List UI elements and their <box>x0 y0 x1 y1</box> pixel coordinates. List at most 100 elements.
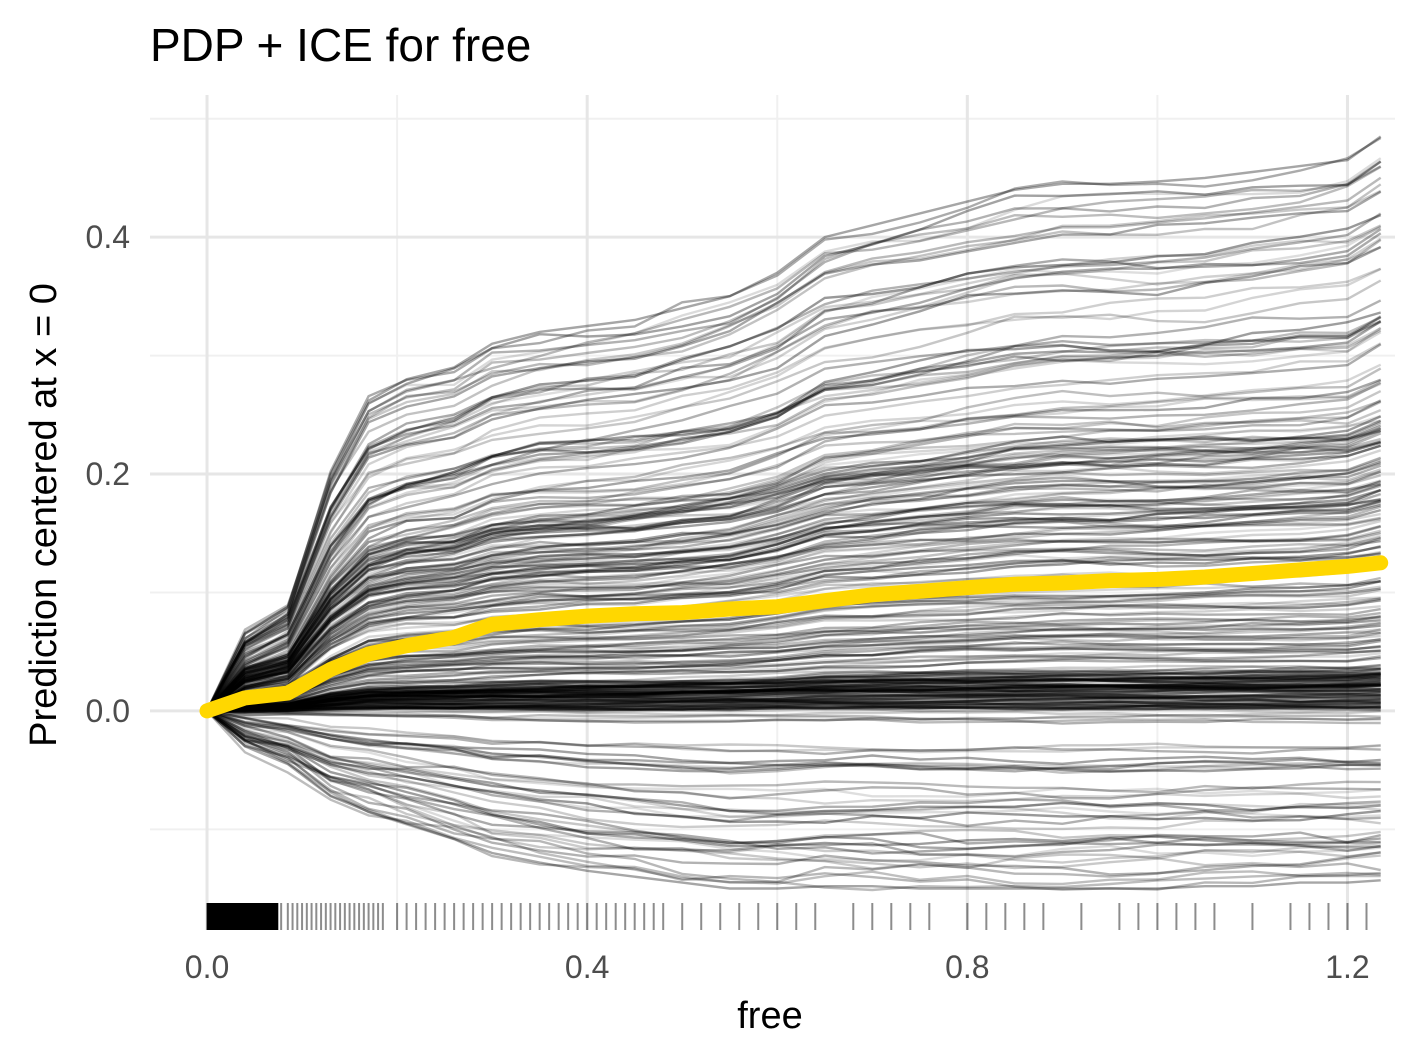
ice-curve <box>206 484 1382 712</box>
ice-curve <box>206 679 1381 713</box>
ice-curve <box>206 672 1381 713</box>
ice-curve <box>206 709 1381 858</box>
ice-curve <box>206 703 1381 713</box>
x-axis-title: free <box>737 995 802 1037</box>
ice-curve <box>206 675 1381 713</box>
ice-curve <box>206 663 1381 713</box>
ice-curve <box>206 682 1381 713</box>
ice-curve <box>206 709 1381 845</box>
ice-curve <box>206 691 1381 713</box>
ice-curve <box>206 667 1381 713</box>
ice-curve <box>206 479 1382 712</box>
ice-curve <box>206 449 1382 712</box>
ice-curve <box>206 616 1381 713</box>
ice-curve <box>206 424 1382 712</box>
ice-curve <box>206 703 1381 714</box>
ice-curve <box>206 536 1381 712</box>
ice-curve <box>206 680 1381 713</box>
ice-curve <box>206 682 1381 713</box>
ice-curve <box>206 690 1381 713</box>
ice-curve <box>205 212 1382 712</box>
ice-curve <box>206 703 1381 713</box>
ice-curve <box>206 710 1381 850</box>
ice-curve <box>206 704 1381 714</box>
ice-curve <box>206 327 1382 712</box>
ice-curve <box>206 498 1381 712</box>
ice-curve <box>206 709 1381 825</box>
ice-curve <box>206 696 1381 713</box>
ice-curve <box>206 631 1381 713</box>
ice-curve <box>206 682 1381 713</box>
ice-curve <box>206 709 1381 725</box>
ice-curve <box>206 427 1382 712</box>
ice-curve <box>206 518 1381 712</box>
ice-curve <box>206 637 1381 713</box>
ice-curve <box>206 502 1382 712</box>
ice-curve-extreme <box>206 710 1381 890</box>
ice-curve <box>206 709 1381 821</box>
ice-curve <box>206 382 1382 712</box>
ice-curve <box>206 672 1381 713</box>
ice-curve <box>206 709 1381 831</box>
ice-curve <box>206 709 1381 816</box>
ice-curve <box>206 694 1381 713</box>
ice-curve <box>206 710 1381 892</box>
ice-curve <box>206 315 1382 712</box>
ice-curve <box>206 419 1381 712</box>
ice-curve <box>206 709 1381 771</box>
ice-curve <box>206 421 1382 712</box>
ice-curve <box>206 551 1381 712</box>
ice-curve <box>206 649 1381 713</box>
ice-curve <box>206 655 1381 713</box>
ice-curve <box>205 213 1382 712</box>
ice-curve <box>206 508 1382 712</box>
ice-curve <box>205 225 1382 712</box>
ice-curve <box>206 709 1381 864</box>
ice-curve <box>206 678 1381 713</box>
ice-curve <box>206 709 1381 722</box>
ice-curve <box>206 705 1381 713</box>
ice-curve <box>206 489 1382 712</box>
x-tick-labels: 0.0 0.4 0.8 1.2 <box>185 949 1370 985</box>
ice-curve <box>206 426 1382 712</box>
ice-curve <box>206 678 1381 713</box>
y-tick-labels: 0.0 0.2 0.4 <box>86 219 130 729</box>
ice-curve <box>206 674 1381 713</box>
ice-curve <box>206 483 1382 712</box>
ice-curve <box>206 665 1381 713</box>
ice-curve <box>206 456 1382 712</box>
ice-curve <box>206 440 1381 712</box>
ice-curve <box>205 224 1382 712</box>
ice-curve <box>206 624 1381 713</box>
ice-curve <box>206 444 1382 712</box>
ice-curve <box>206 429 1382 712</box>
ice-curve <box>206 709 1381 862</box>
ice-curve <box>206 673 1381 713</box>
ice-curve <box>206 709 1381 876</box>
ice-curve <box>206 468 1382 712</box>
ice-curve <box>205 267 1382 712</box>
ice-curve <box>206 703 1381 713</box>
ice-curve <box>206 668 1381 713</box>
ice-curve <box>206 498 1381 712</box>
ice-curve <box>206 709 1381 756</box>
ice-curve <box>206 702 1381 714</box>
ice-curve <box>206 704 1381 714</box>
pdp-curve <box>199 555 1389 719</box>
ice-curve <box>206 537 1382 712</box>
ice-curve <box>206 684 1381 713</box>
ice-curve <box>206 709 1381 886</box>
ice-curve <box>206 519 1381 712</box>
ice-curve <box>206 539 1381 712</box>
ice-curve <box>206 638 1381 713</box>
ice-curve <box>206 400 1382 712</box>
ice-curve <box>206 681 1381 713</box>
ice-curve <box>206 535 1381 712</box>
ice-curve <box>206 492 1382 712</box>
ice-curve <box>206 378 1382 712</box>
ice-curve <box>205 226 1382 712</box>
ice-curve <box>206 683 1381 713</box>
ice-curve <box>206 709 1381 752</box>
ice-curve <box>206 700 1381 713</box>
